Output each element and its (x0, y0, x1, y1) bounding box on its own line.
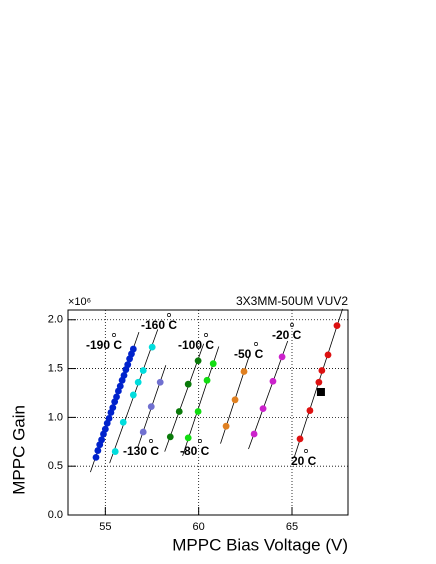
x-tick-label: 60 (193, 521, 205, 533)
point (333, 322, 341, 330)
point (148, 343, 156, 351)
point (296, 435, 304, 443)
degree-sign (167, 313, 171, 317)
point (324, 351, 332, 359)
point (194, 357, 202, 365)
y-tick-label: 0.5 (48, 460, 63, 472)
degree-sign (198, 439, 202, 443)
series-label: -20 C (272, 328, 302, 342)
x-axis-label: MPPC Bias Voltage (V) (172, 535, 348, 554)
point (111, 448, 119, 455)
point (315, 378, 323, 386)
point (120, 372, 128, 379)
point (278, 353, 286, 361)
degree-sign (304, 449, 308, 453)
point (231, 396, 239, 404)
point (116, 382, 124, 390)
point (203, 376, 211, 384)
point (194, 408, 202, 415)
point (124, 361, 132, 369)
series-label: -160 C (141, 318, 177, 332)
point (147, 403, 155, 411)
point (139, 428, 147, 436)
point (101, 425, 109, 433)
degree-sign (204, 333, 208, 337)
chart-title: 3X3MM-50UM VUV2 (236, 294, 348, 308)
degree-sign (254, 342, 258, 346)
point (129, 391, 137, 399)
y-scale-label: ×10⁶ (68, 296, 91, 308)
plot-frame (67, 309, 349, 516)
y-tick-label: 1.0 (48, 411, 63, 423)
y-tick-label: 0.0 (48, 509, 63, 521)
point (184, 380, 192, 388)
y-tick-label: 2.0 (48, 314, 63, 326)
point (318, 367, 326, 374)
point (119, 418, 127, 426)
point (109, 404, 117, 412)
series-label: -190 C (86, 338, 122, 352)
series-label: -130 C (123, 444, 159, 458)
point (259, 405, 267, 412)
point (222, 422, 230, 430)
y-tick-label: 1.5 (48, 362, 63, 374)
series-label: -80 C (180, 444, 210, 458)
point (240, 368, 248, 375)
series-label: 20 C (291, 454, 317, 468)
point (269, 377, 277, 385)
point (98, 436, 105, 444)
x-tick-label: 65 (286, 521, 298, 533)
degree-sign (112, 333, 116, 337)
point (184, 434, 192, 442)
point (105, 414, 113, 422)
x-tick-label: 55 (99, 521, 111, 533)
point (209, 360, 217, 368)
series-label: -50 C (234, 347, 264, 361)
degree-sign (149, 439, 153, 443)
point (250, 430, 258, 438)
degree-sign (290, 323, 294, 327)
point (94, 447, 102, 454)
series-label: -100 C (178, 338, 214, 352)
point (166, 433, 174, 441)
point (113, 393, 120, 401)
point (139, 367, 147, 374)
point (156, 378, 164, 386)
y-axis-label: MPPC Gain (9, 405, 28, 495)
point (316, 388, 325, 396)
point (92, 454, 100, 461)
point (129, 345, 137, 353)
point (306, 407, 314, 414)
point (134, 378, 142, 386)
point (175, 408, 183, 415)
